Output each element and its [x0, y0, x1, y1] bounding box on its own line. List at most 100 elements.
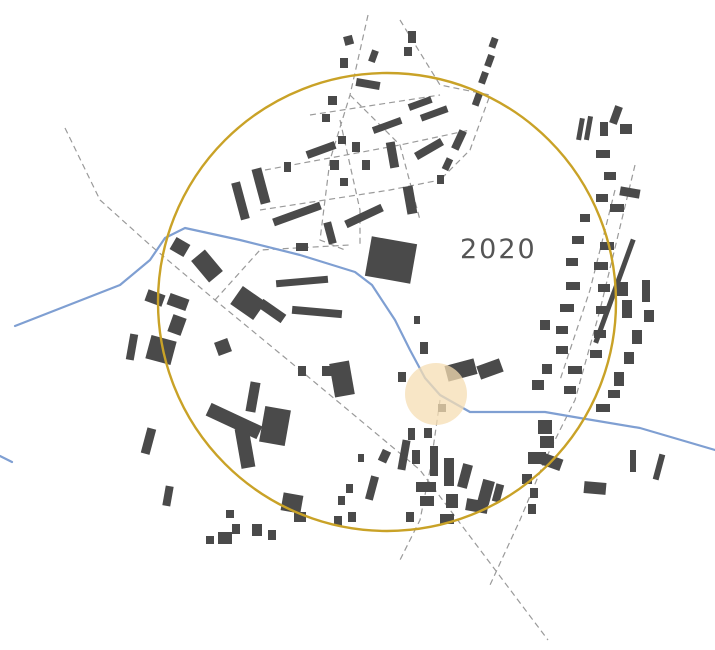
building	[352, 142, 360, 152]
building	[530, 488, 538, 498]
building	[528, 452, 546, 464]
building-footprints	[125, 31, 666, 544]
building	[167, 314, 187, 336]
building	[583, 115, 594, 141]
building	[340, 58, 348, 68]
building	[609, 105, 623, 125]
building	[340, 178, 348, 186]
building	[371, 117, 403, 134]
building	[576, 117, 585, 141]
building	[169, 236, 191, 258]
road-center-south	[399, 399, 441, 561]
building	[330, 160, 339, 170]
building	[257, 298, 287, 324]
building	[642, 280, 650, 302]
building	[528, 504, 536, 514]
building	[522, 474, 532, 484]
road-grid-d	[259, 179, 441, 211]
building	[430, 446, 438, 476]
building	[344, 203, 384, 229]
building	[420, 342, 428, 354]
center-point-marker	[405, 363, 467, 425]
building	[408, 31, 416, 43]
building	[616, 282, 628, 296]
building	[368, 49, 379, 64]
building	[580, 214, 590, 222]
building	[619, 186, 641, 199]
building	[572, 236, 584, 244]
building	[291, 305, 343, 319]
building	[362, 160, 370, 170]
building	[338, 496, 345, 505]
building	[328, 96, 337, 105]
building	[624, 352, 634, 364]
building	[594, 262, 608, 270]
building	[338, 136, 346, 144]
building	[568, 366, 582, 374]
building	[218, 532, 232, 544]
building	[323, 221, 337, 245]
building	[365, 475, 379, 501]
building	[478, 70, 489, 85]
building	[305, 141, 337, 159]
building	[566, 282, 580, 290]
building	[358, 454, 364, 462]
building	[408, 428, 415, 440]
building	[275, 275, 329, 288]
building	[441, 157, 454, 172]
building	[364, 236, 418, 284]
building	[268, 530, 276, 540]
building	[484, 53, 495, 68]
building	[471, 91, 484, 107]
road-east-2	[559, 189, 616, 381]
building	[329, 360, 355, 398]
building	[414, 138, 444, 160]
building	[451, 129, 467, 151]
building	[397, 439, 411, 471]
building	[532, 380, 544, 390]
building	[252, 524, 262, 536]
building	[162, 485, 174, 507]
road-north-2	[399, 19, 491, 181]
road-diagonal-southwest	[64, 127, 549, 641]
building	[600, 122, 608, 136]
river-west-fragment	[0, 454, 14, 464]
building	[348, 512, 356, 522]
building	[590, 350, 602, 358]
building	[600, 242, 614, 250]
building	[355, 77, 381, 91]
building	[404, 47, 412, 56]
building	[231, 181, 250, 221]
building	[632, 330, 642, 344]
building	[614, 372, 624, 386]
building	[294, 512, 306, 522]
building	[416, 482, 436, 492]
building	[125, 333, 139, 361]
building	[596, 194, 608, 202]
building	[402, 185, 418, 215]
road-east-1	[489, 164, 636, 586]
building	[652, 453, 666, 481]
road-grid-b	[309, 94, 441, 116]
building	[596, 150, 610, 158]
road-western-branch	[214, 244, 351, 301]
building	[446, 494, 458, 508]
building	[166, 292, 190, 312]
building	[596, 404, 610, 412]
river	[13, 226, 715, 452]
building	[206, 536, 214, 544]
building	[477, 478, 495, 506]
building	[284, 162, 291, 172]
building	[540, 320, 550, 330]
building	[593, 238, 636, 344]
building	[322, 114, 330, 122]
building	[377, 448, 392, 464]
building	[407, 96, 433, 111]
building	[406, 512, 414, 522]
building	[144, 289, 166, 307]
building	[620, 124, 632, 134]
building	[622, 300, 632, 318]
building	[476, 358, 504, 380]
building	[191, 249, 223, 283]
building	[296, 243, 308, 251]
